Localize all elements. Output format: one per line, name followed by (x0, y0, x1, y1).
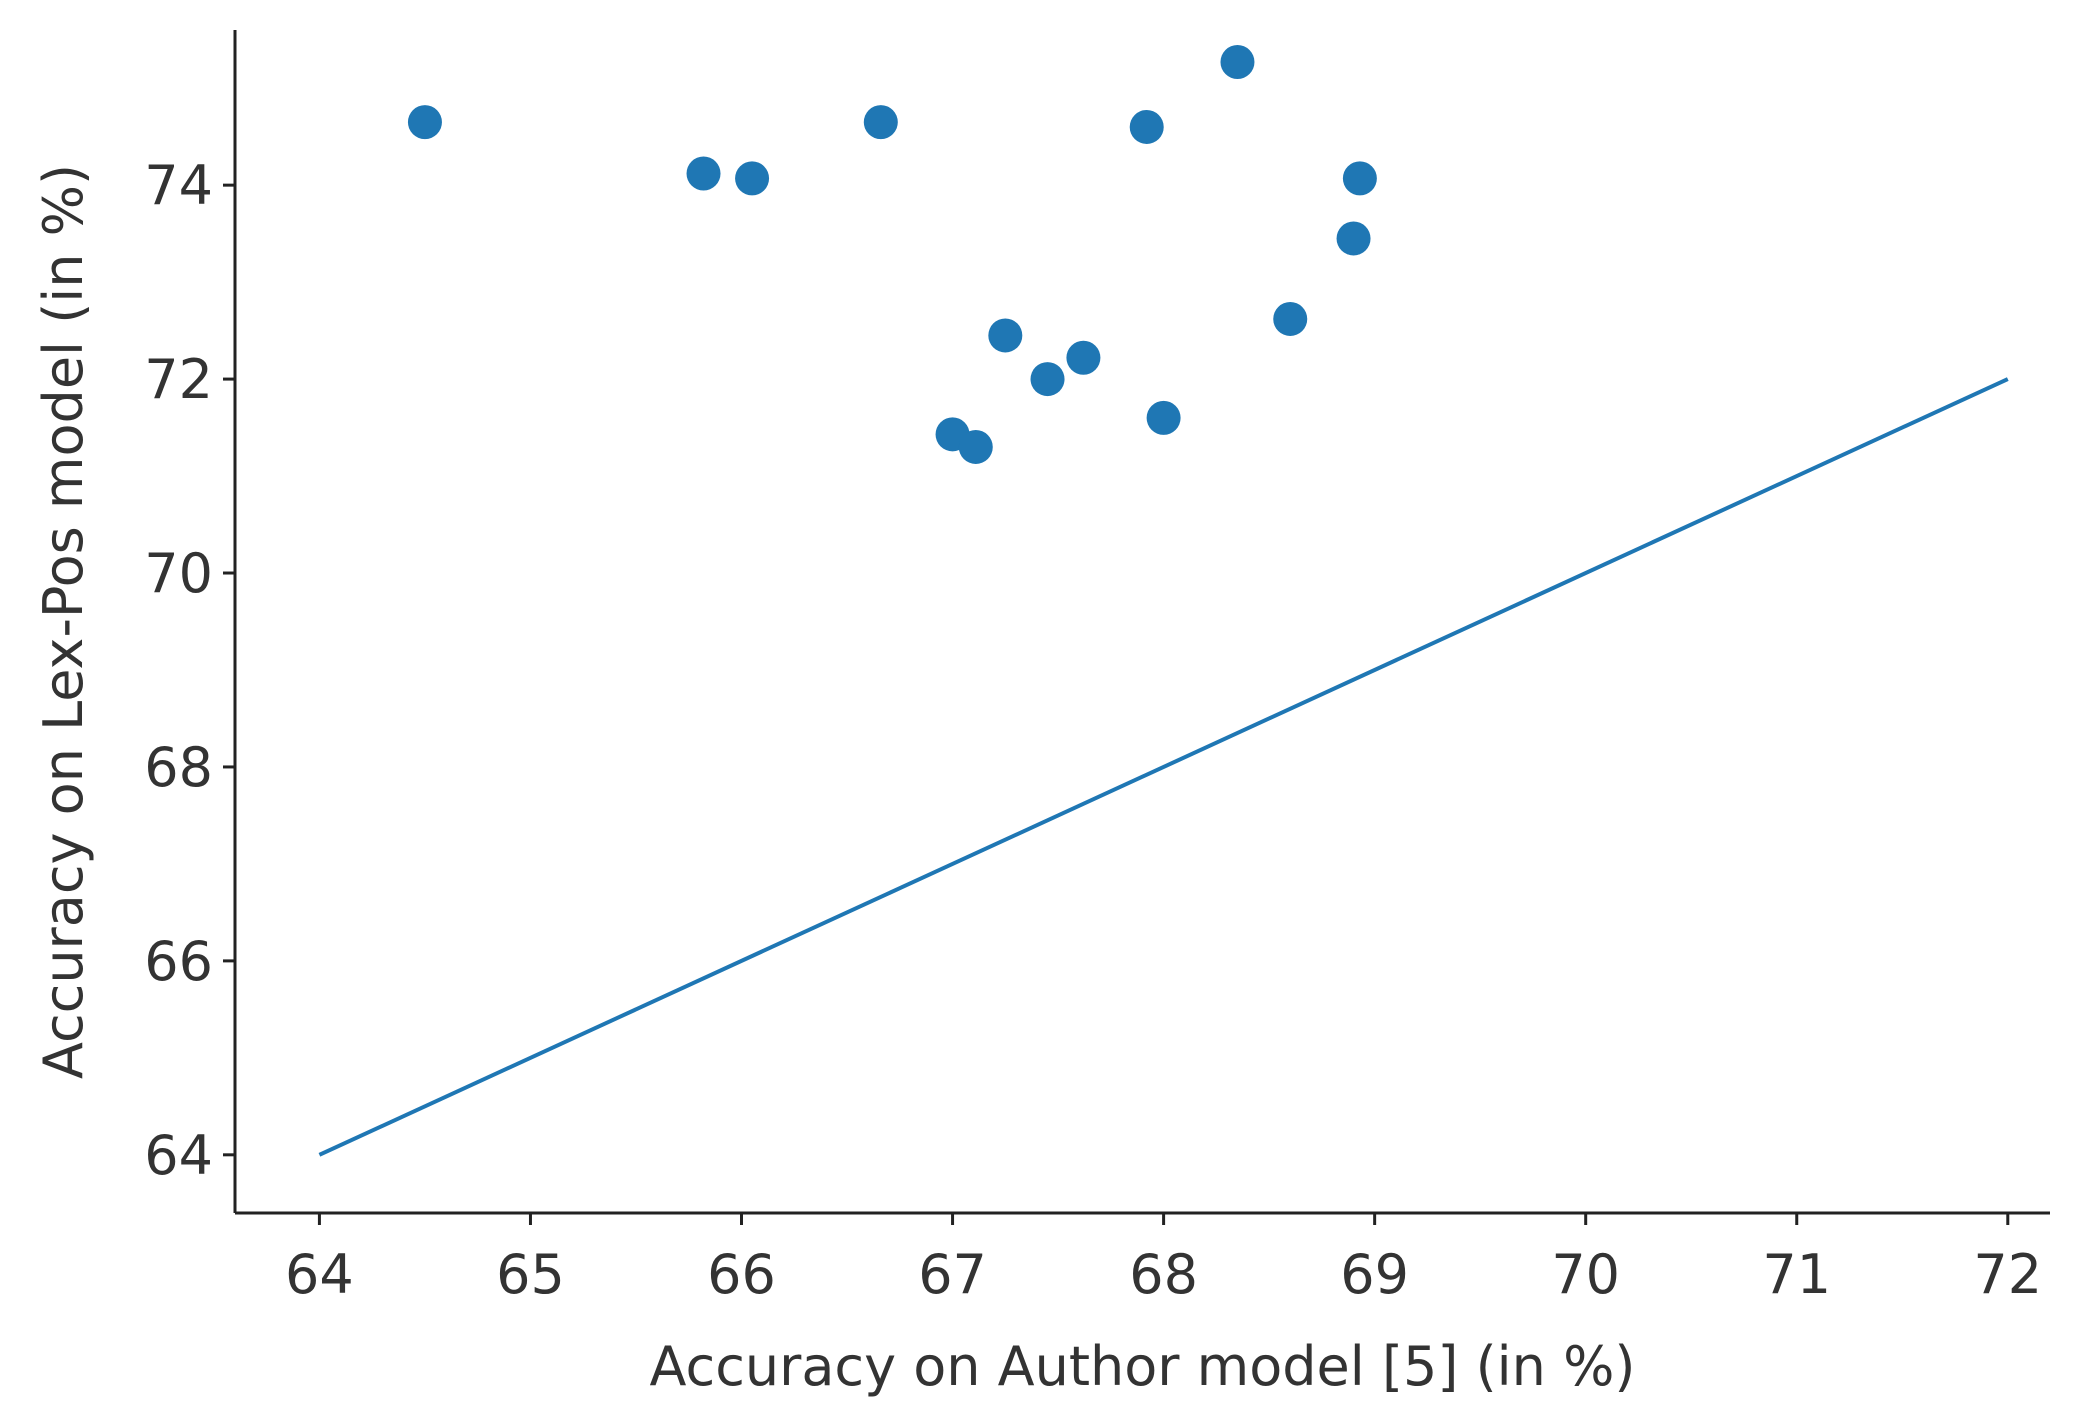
reference-line (318, 377, 2009, 1157)
tick-labels: 64 65 66 67 68 69 70 71 72 64 66 68 70 72 74 (144, 154, 2042, 1306)
scatter-point (1030, 362, 1065, 397)
axes (223, 30, 2050, 1225)
scatter-point (1273, 301, 1308, 336)
x-tick-label: 70 (1551, 1243, 1620, 1306)
scatter-point (1146, 400, 1181, 435)
x-tick-label: 72 (1973, 1243, 2042, 1306)
scatter-point (1129, 109, 1164, 144)
y-axis-title: Accuracy on Lex-Pos model (in %) (32, 164, 95, 1079)
x-tick-label: 71 (1762, 1243, 1831, 1306)
y-tick-label: 66 (144, 930, 213, 993)
y-tick-label: 70 (144, 542, 213, 605)
x-tick-label: 66 (707, 1243, 776, 1306)
scatter-point (735, 161, 770, 196)
scatter-point (988, 318, 1023, 353)
scatter-point (958, 429, 993, 464)
scatter-point (863, 105, 898, 140)
scatter-point (686, 156, 721, 191)
y-tick-label: 68 (144, 736, 213, 799)
scatter-points (407, 44, 1377, 464)
reference-line-layer (318, 377, 2009, 1157)
scatter-point (1342, 161, 1377, 196)
scatter-point (1220, 44, 1255, 79)
x-tick-label: 64 (285, 1243, 354, 1306)
x-tick-label: 69 (1340, 1243, 1409, 1306)
y-tick-label: 74 (144, 154, 213, 217)
scatter-point (1066, 340, 1101, 375)
scatter-point (407, 105, 442, 140)
x-tick-label: 67 (918, 1243, 987, 1306)
x-tick-label: 68 (1129, 1243, 1198, 1306)
x-tick-label: 65 (496, 1243, 565, 1306)
y-tick-label: 64 (144, 1124, 213, 1187)
x-axis-title: Accuracy on Author model [5] (in %) (650, 1335, 1636, 1398)
y-tick-label: 72 (144, 348, 213, 411)
scatter-point (1336, 221, 1371, 256)
